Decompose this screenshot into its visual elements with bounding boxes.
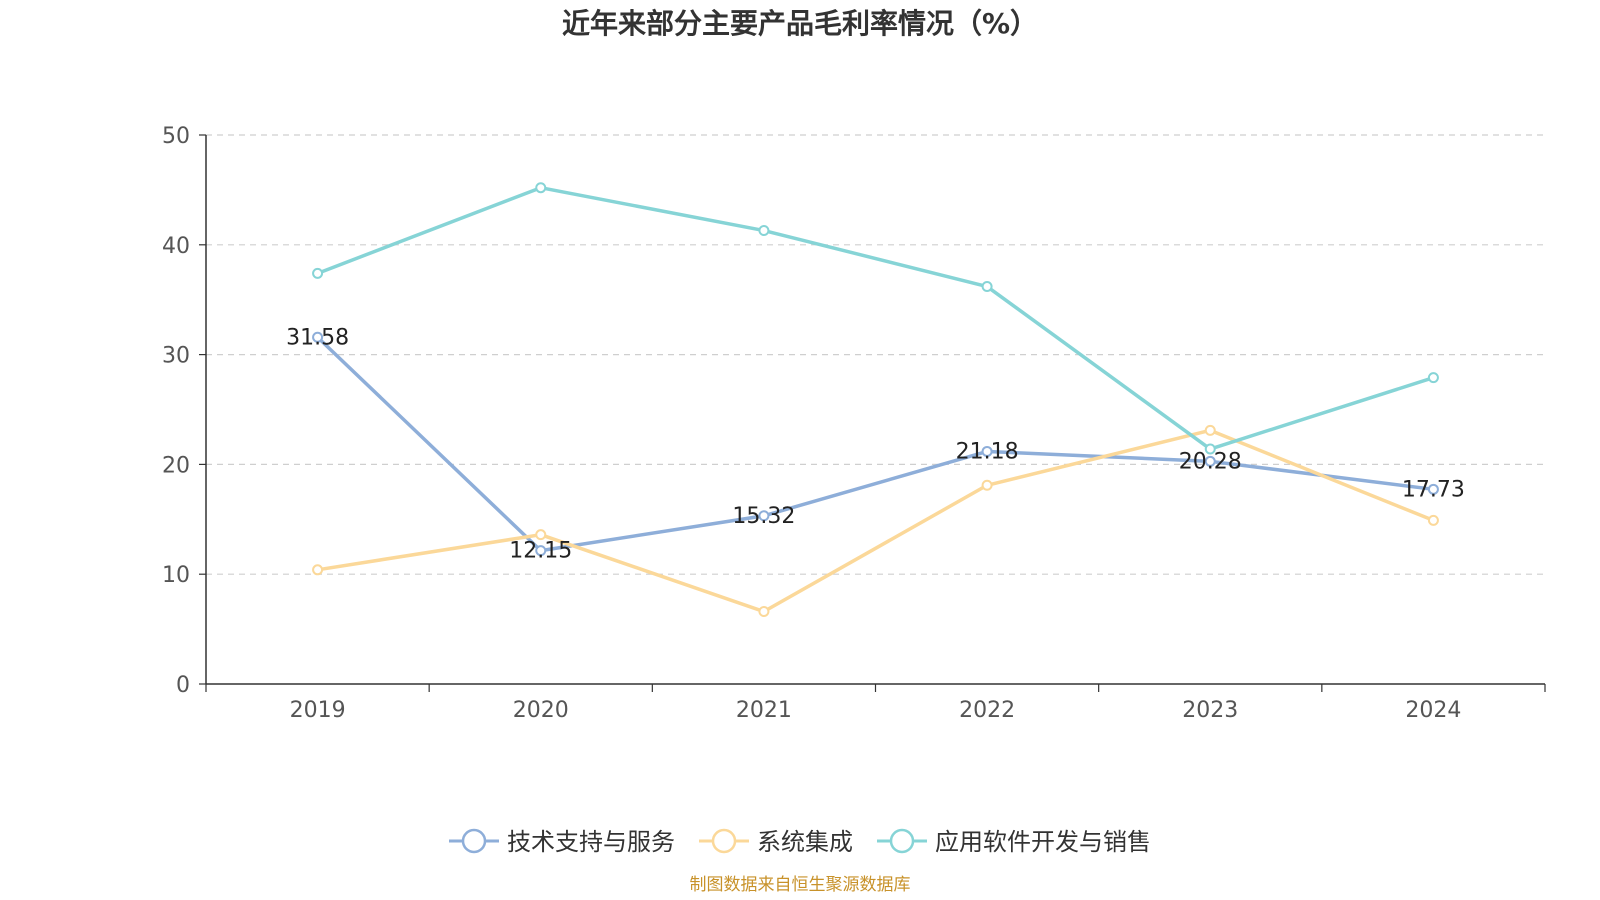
data-point[interactable]: [535, 529, 547, 541]
data-point[interactable]: [312, 267, 324, 279]
data-label: 17.73: [1402, 477, 1465, 502]
legend-label: 系统集成: [757, 828, 853, 856]
data-label: 12.15: [509, 539, 572, 564]
data-point[interactable]: [1427, 514, 1439, 526]
legend-label: 技术支持与服务: [507, 828, 675, 856]
data-point[interactable]: [312, 331, 324, 343]
data-point[interactable]: [1427, 372, 1439, 384]
legend-swatch-marker: [889, 828, 915, 854]
chart-title: 近年来部分主要产品毛利率情况（%）: [562, 7, 1038, 40]
data-label: 21.18: [956, 439, 1019, 464]
series-lines: [316, 185, 1435, 614]
legend-swatch-marker: [461, 828, 487, 854]
x-tick-label: 2021: [736, 698, 792, 723]
legend-item-3[interactable]: 应用软件开发与销售: [877, 828, 1151, 856]
series-line-2: [317, 428, 1435, 614]
data-point[interactable]: [758, 225, 770, 237]
data-label: 20.28: [1179, 449, 1242, 474]
data-labels: 31.58 12.15 15.32 21.18 20.28 17.73: [286, 325, 1465, 563]
legend-item-1[interactable]: 技术支持与服务: [449, 828, 675, 856]
y-tick-label: 50: [162, 124, 190, 149]
x-tick-label: 2020: [513, 698, 569, 723]
data-point[interactable]: [1204, 424, 1216, 436]
data-point[interactable]: [981, 479, 993, 491]
series-points: [312, 182, 1439, 618]
data-point[interactable]: [535, 182, 547, 194]
axes: 0 10 20 30 40 50 2019 2020 2021 2022 2023 2024: [162, 124, 1546, 723]
legend-swatch-marker: [711, 828, 737, 854]
source-note: 制图数据来自恒生聚源数据库: [690, 875, 911, 895]
legend-label: 应用软件开发与销售: [935, 828, 1151, 856]
data-point[interactable]: [981, 281, 993, 293]
y-tick-label: 40: [162, 234, 190, 259]
y-tick-label: 20: [162, 453, 190, 478]
data-point[interactable]: [758, 606, 770, 618]
data-point[interactable]: [312, 564, 324, 576]
legend-item-2[interactable]: 系统集成: [699, 828, 853, 856]
series-line-1: [316, 335, 1434, 553]
data-point[interactable]: [1204, 455, 1216, 467]
x-tick-label: 2023: [1182, 698, 1238, 723]
data-point[interactable]: [535, 545, 547, 557]
y-tick-label: 10: [162, 563, 190, 588]
y-tick-label: 0: [176, 673, 190, 698]
legend[interactable]: 技术支持与服务 系统集成 应用软件开发与销售: [449, 828, 1151, 856]
y-tick-label: 30: [162, 344, 190, 369]
data-label: 15.32: [732, 504, 795, 529]
data-point[interactable]: [981, 445, 993, 457]
x-tick-label: 2022: [959, 698, 1015, 723]
gridlines: [206, 134, 1545, 575]
data-point[interactable]: [1427, 483, 1439, 495]
data-label: 31.58: [286, 325, 349, 350]
x-tick-label: 2024: [1405, 698, 1461, 723]
data-point[interactable]: [1204, 443, 1216, 455]
data-point[interactable]: [758, 510, 770, 522]
x-tick-label: 2019: [290, 698, 346, 723]
series-line-3: [316, 185, 1434, 451]
